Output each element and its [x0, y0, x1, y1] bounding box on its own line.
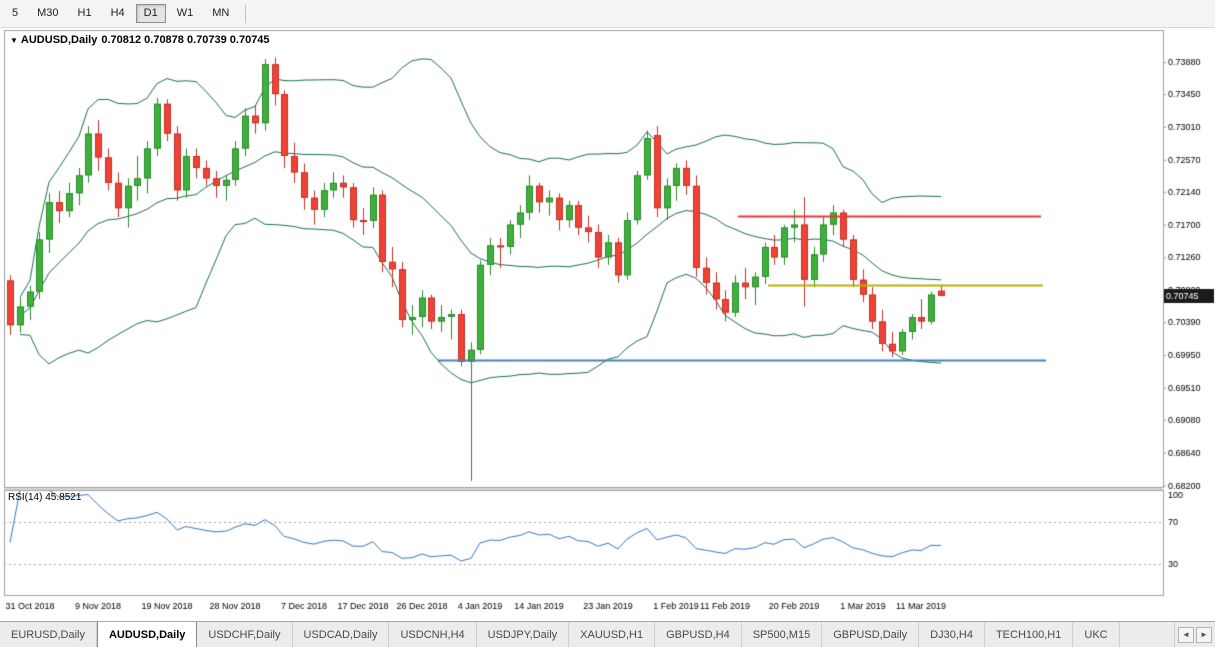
tf-h4-button[interactable]: H4	[103, 4, 133, 23]
chart-window: ▼ AUDUSD,Daily 0.70812 0.70878 0.70739 0.7…	[0, 28, 1215, 621]
chart-tabs-bar: EURUSD,Daily AUDUSD,Daily USDCHF,Daily U…	[0, 621, 1215, 647]
tab-audusd-daily[interactable]: AUDUSD,Daily	[96, 622, 198, 647]
tab-usdcad-daily[interactable]: USDCAD,Daily	[293, 622, 390, 647]
tf-m30-button[interactable]: M30	[29, 4, 66, 23]
tab-gbpusd-daily[interactable]: GBPUSD,Daily	[822, 622, 920, 647]
tab-scroll-right-icon[interactable]: ►	[1196, 626, 1212, 643]
tab-scroll-left-icon[interactable]: ◄	[1178, 626, 1194, 643]
tab-tech100-h1[interactable]: TECH100,H1	[985, 622, 1074, 647]
tf-h1-button[interactable]: H1	[70, 4, 100, 23]
tab-gbpusd-h4[interactable]: GBPUSD,H4	[655, 622, 742, 647]
toolbar-divider	[245, 4, 247, 23]
tab-xauusd-h1[interactable]: XAUUSD,H1	[569, 622, 656, 647]
tf-mn-button[interactable]: MN	[204, 4, 237, 23]
tab-eurusd-daily[interactable]: EURUSD,Daily	[0, 622, 97, 647]
tab-usdcnh-h4[interactable]: USDCNH,H4	[389, 622, 477, 647]
tab-ukcash[interactable]: UKC	[1073, 622, 1120, 647]
tf-m5-button[interactable]: 5	[4, 4, 26, 23]
tf-w1-button[interactable]: W1	[169, 4, 202, 23]
tab-sp500-m15[interactable]: SP500,M15	[742, 622, 823, 647]
tab-usdjpy-daily[interactable]: USDJPY,Daily	[477, 622, 570, 647]
chart-dropdown-icon[interactable]: ▼	[10, 36, 18, 45]
tab-usdchf-daily[interactable]: USDCHF,Daily	[197, 622, 293, 647]
price-chart-canvas[interactable]	[0, 28, 1215, 621]
tf-d1-button[interactable]: D1	[135, 4, 166, 23]
tab-scroll-buttons: ◄ ►	[1174, 622, 1215, 647]
timeframe-toolbar: 5 M30 H1 H4 D1 W1 MN	[0, 0, 1215, 28]
tab-dj30-h4[interactable]: DJ30,H4	[919, 622, 985, 647]
